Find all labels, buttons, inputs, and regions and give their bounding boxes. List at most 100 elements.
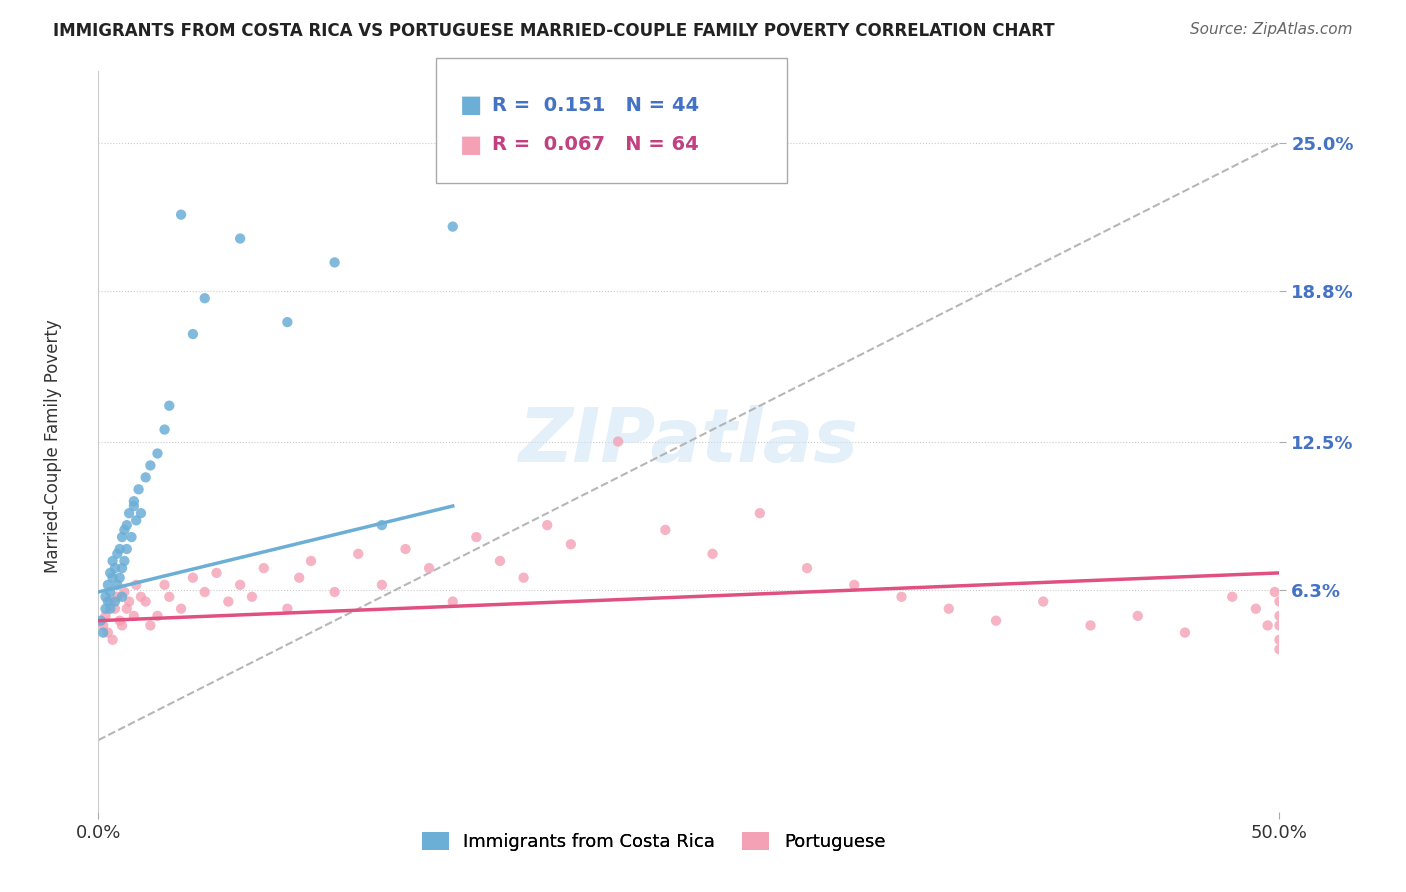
Point [229, 231, 252, 245]
Point [157, 399, 180, 413]
Point [1126, 608, 1149, 623]
Point [104, 594, 127, 608]
Point [748, 506, 770, 520]
Point [111, 561, 134, 575]
Point [1244, 601, 1267, 615]
Point [1268, 608, 1291, 623]
Point [108, 571, 131, 585]
Point [98, 585, 121, 599]
Point [276, 315, 298, 329]
Point [1032, 594, 1054, 608]
Point [1268, 594, 1291, 608]
Point [441, 219, 464, 234]
Point [796, 561, 818, 575]
Point [194, 585, 217, 599]
Point [118, 506, 141, 520]
Point [153, 423, 176, 437]
Point [111, 530, 134, 544]
Point [288, 571, 311, 585]
Point [108, 614, 131, 628]
Point [1174, 625, 1197, 640]
Point [654, 523, 676, 537]
Point [170, 208, 193, 222]
Point [1080, 618, 1102, 632]
Point [129, 590, 152, 604]
Point [194, 291, 217, 305]
Point [323, 585, 346, 599]
Text: Married-Couple Family Poverty: Married-Couple Family Poverty [45, 319, 62, 573]
Point [135, 594, 157, 608]
Point [91, 618, 114, 632]
Point [112, 523, 135, 537]
Point [118, 594, 141, 608]
Point [240, 590, 263, 604]
Point [139, 618, 162, 632]
Point [371, 518, 394, 533]
Point [181, 327, 204, 342]
Point [121, 530, 143, 544]
Point [465, 530, 488, 544]
Point [129, 506, 152, 520]
Point [125, 513, 148, 527]
Point [702, 547, 724, 561]
Point [205, 566, 228, 580]
Point [323, 255, 346, 269]
Text: ■: ■ [460, 94, 482, 117]
Point [560, 537, 582, 551]
Point [94, 601, 117, 615]
Point [146, 608, 169, 623]
Point [299, 554, 322, 568]
Point [181, 571, 204, 585]
Point [94, 608, 117, 623]
Point [97, 625, 120, 640]
Text: Source: ZipAtlas.com: Source: ZipAtlas.com [1189, 22, 1353, 37]
Point [170, 601, 193, 615]
Point [844, 578, 866, 592]
Point [104, 561, 127, 575]
Point [536, 518, 558, 533]
Point [91, 625, 114, 640]
Point [104, 601, 127, 615]
Point [101, 571, 124, 585]
Text: IMMIGRANTS FROM COSTA RICA VS PORTUGUESE MARRIED-COUPLE FAMILY POVERTY CORRELATI: IMMIGRANTS FROM COSTA RICA VS PORTUGUESE… [53, 22, 1054, 40]
Point [276, 601, 298, 615]
Point [139, 458, 162, 473]
Point [125, 578, 148, 592]
Point [98, 601, 121, 615]
Text: ZIPatlas: ZIPatlas [519, 405, 859, 478]
Text: ■: ■ [460, 133, 482, 156]
Point [938, 601, 960, 615]
Point [105, 547, 128, 561]
Point [512, 571, 534, 585]
Point [1257, 618, 1279, 632]
Point [122, 499, 145, 513]
Point [1264, 585, 1286, 599]
Point [418, 561, 440, 575]
Point [441, 594, 464, 608]
Point [135, 470, 157, 484]
Point [489, 554, 512, 568]
Text: R =  0.151   N = 44: R = 0.151 N = 44 [492, 95, 699, 115]
Point [394, 541, 416, 556]
Point [115, 601, 138, 615]
Point [122, 608, 145, 623]
Point [98, 594, 121, 608]
Point [115, 541, 138, 556]
Point [98, 566, 121, 580]
Point [890, 590, 912, 604]
Point [1268, 618, 1291, 632]
Point [153, 578, 176, 592]
Legend: Immigrants from Costa Rica, Portuguese: Immigrants from Costa Rica, Portuguese [415, 824, 893, 858]
Point [128, 483, 150, 497]
Point [371, 578, 394, 592]
Point [146, 446, 169, 460]
Text: R =  0.067   N = 64: R = 0.067 N = 64 [492, 135, 699, 154]
Point [253, 561, 276, 575]
Point [97, 594, 120, 608]
Point [111, 618, 134, 632]
Point [111, 590, 134, 604]
Point [1220, 590, 1243, 604]
Point [101, 632, 124, 647]
Point [1268, 642, 1291, 657]
Point [229, 578, 252, 592]
